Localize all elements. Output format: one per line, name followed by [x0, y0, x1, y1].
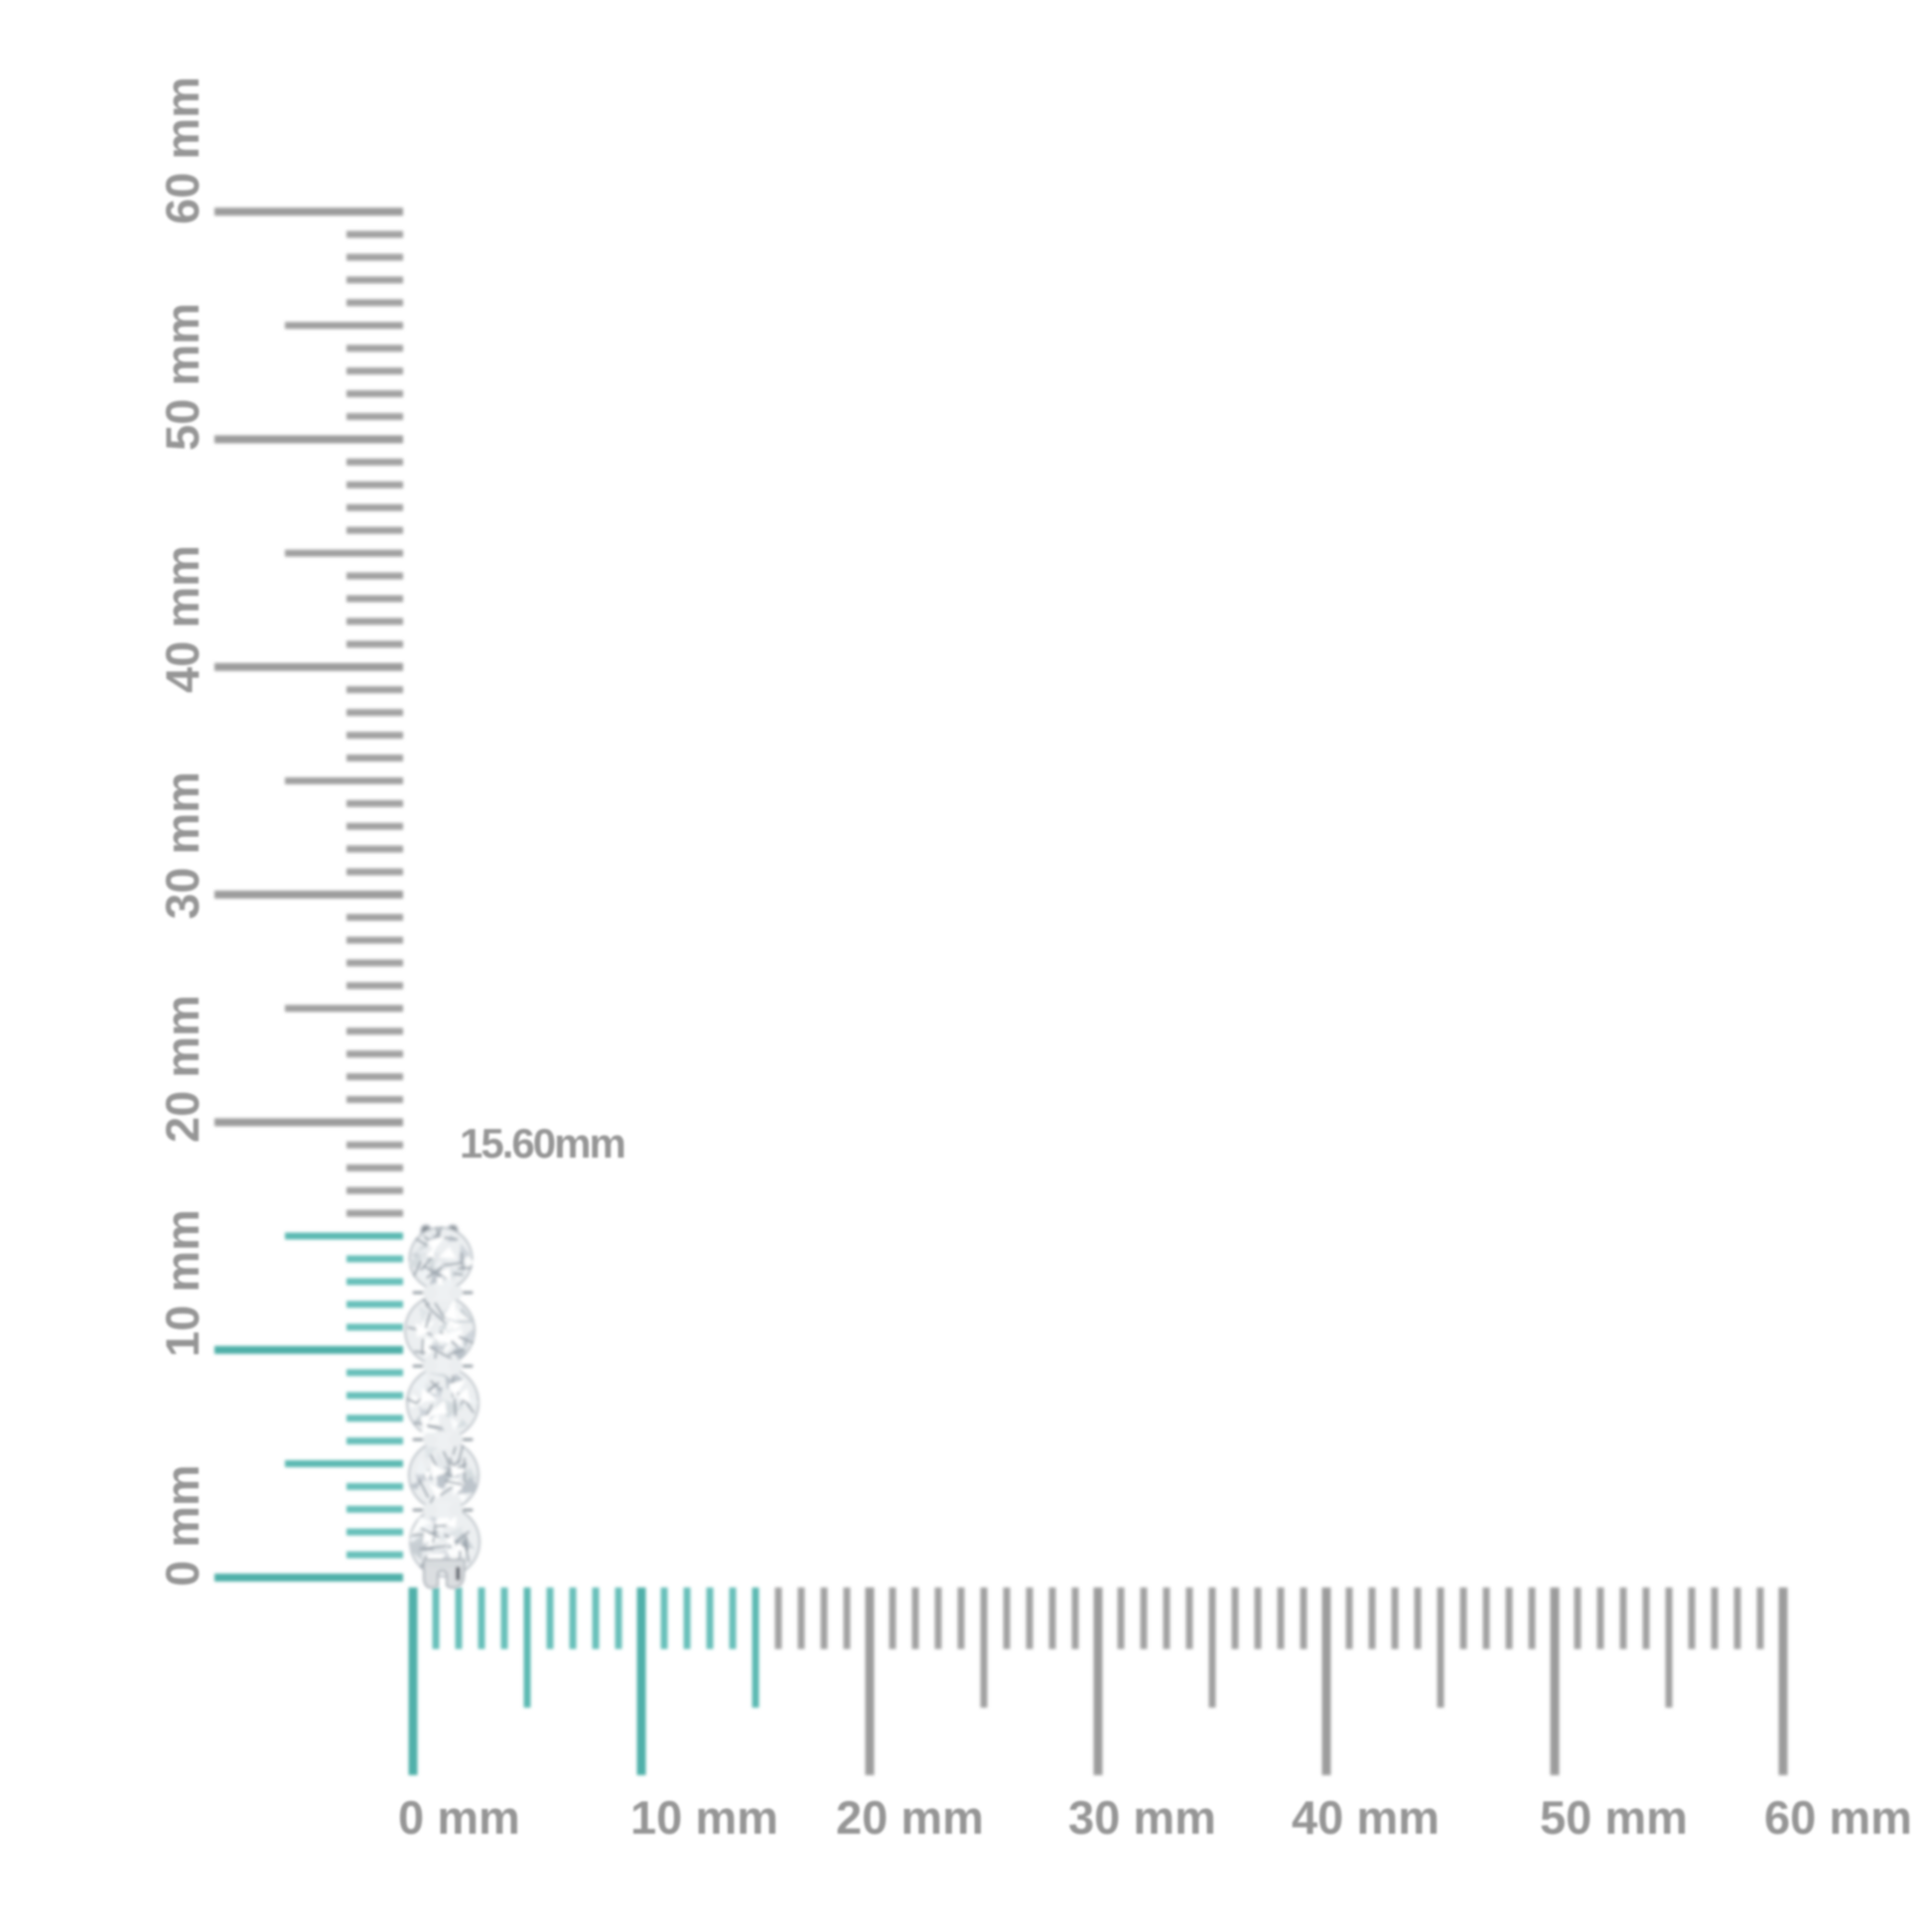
- svg-text:60 mm: 60 mm: [156, 76, 208, 224]
- svg-text:30 mm: 30 mm: [1068, 1791, 1216, 1844]
- svg-text:50 mm: 50 mm: [156, 303, 208, 451]
- svg-text:20 mm: 20 mm: [836, 1791, 984, 1844]
- svg-text:40 mm: 40 mm: [1292, 1791, 1440, 1844]
- svg-text:20 mm: 20 mm: [156, 995, 208, 1143]
- svg-text:30 mm: 30 mm: [156, 771, 208, 919]
- svg-text:10 mm: 10 mm: [630, 1791, 778, 1844]
- svg-text:10 mm: 10 mm: [156, 1209, 208, 1357]
- svg-text:15.60mm: 15.60mm: [460, 1120, 624, 1167]
- svg-text:60 mm: 60 mm: [1764, 1791, 1912, 1844]
- svg-text:40 mm: 40 mm: [156, 545, 208, 693]
- svg-text:50 mm: 50 mm: [1540, 1791, 1688, 1844]
- svg-text:0 mm: 0 mm: [156, 1464, 208, 1587]
- svg-text:0 mm: 0 mm: [398, 1791, 520, 1844]
